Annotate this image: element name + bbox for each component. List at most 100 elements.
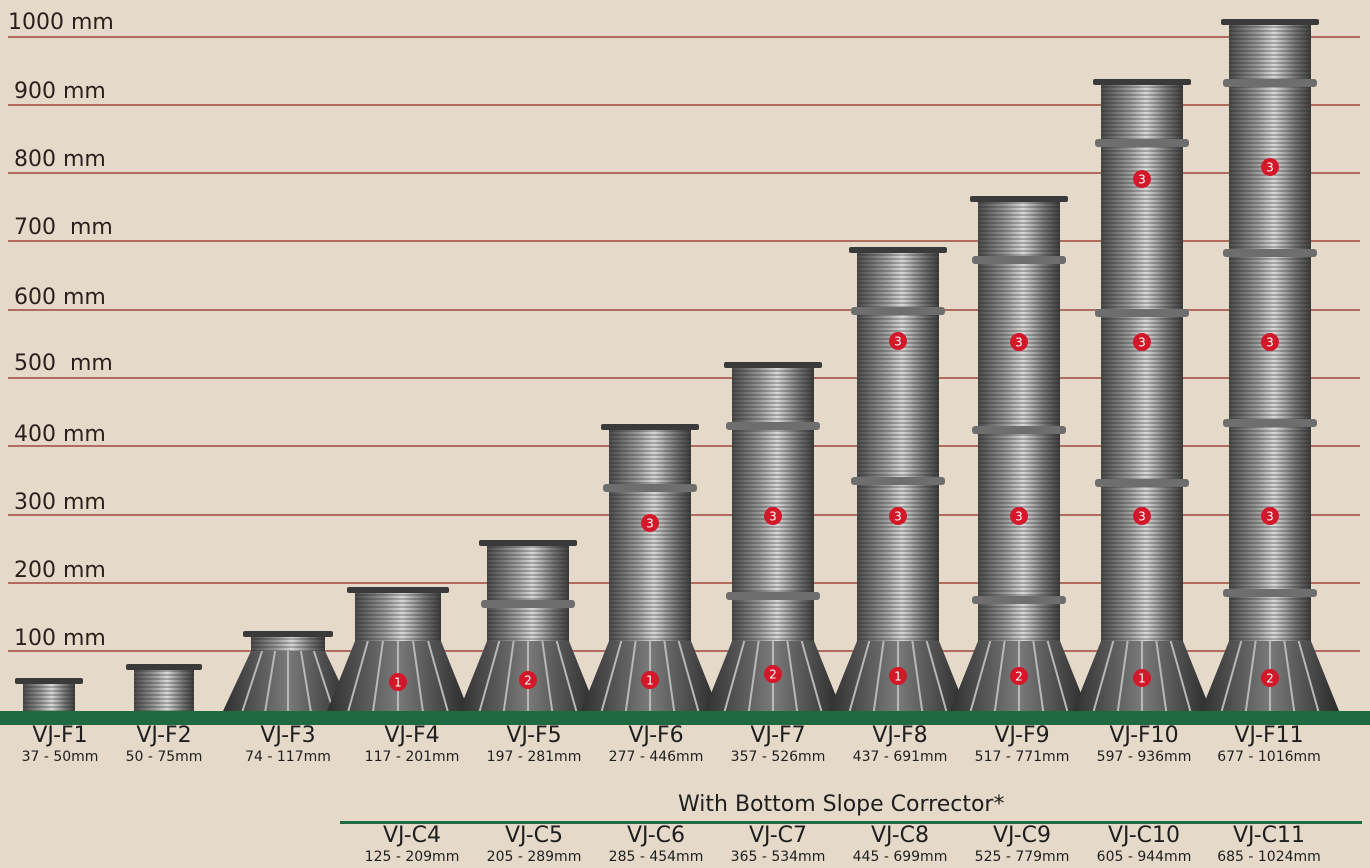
scale-label-400: 400 mm <box>14 422 106 447</box>
scale-label-600: 600 mm <box>14 285 106 310</box>
badge-number: 3 <box>1138 336 1146 350</box>
badge-number: 3 <box>646 517 654 531</box>
badge-marker <box>889 667 907 685</box>
badge-marker <box>1261 507 1279 525</box>
corrector-name-c11: VJ-C11 <box>1232 823 1306 848</box>
badge-number: 1 <box>1138 672 1146 686</box>
badge-marker <box>1261 158 1279 176</box>
corrector-range-c8: 445 - 699mm <box>852 849 948 865</box>
corrector-range-c4: 125 - 209mm <box>364 849 460 865</box>
badge-number: 2 <box>1266 672 1274 686</box>
badge-marker <box>764 507 782 525</box>
badge-marker <box>1010 667 1028 685</box>
scale-label-300: 300 mm <box>14 490 106 515</box>
pedestal-name-f7: VJ-F7 <box>750 723 806 748</box>
scale-label-900: 900 mm <box>14 79 106 104</box>
badge-marker <box>889 332 907 350</box>
badge-number: 3 <box>1138 173 1146 187</box>
pedestal-name-f2: VJ-F2 <box>136 723 192 748</box>
pedestal-range-f4: 117 - 201mm <box>364 749 460 765</box>
badge-marker <box>1133 507 1151 525</box>
badge-marker <box>889 507 907 525</box>
corrector-name-c9: VJ-C9 <box>992 823 1052 848</box>
corrector-range-c11: 685 - 1024mm <box>1217 849 1321 865</box>
scale-label-100: 100 mm <box>14 626 106 651</box>
badge-marker <box>764 665 782 683</box>
pedestal-name-f5: VJ-F5 <box>506 723 562 748</box>
slope-corrector-rule <box>340 821 1362 824</box>
badge-number: 1 <box>894 670 902 684</box>
badge-marker <box>1133 170 1151 188</box>
corrector-range-c7: 365 - 534mm <box>730 849 826 865</box>
corrector-range-c9: 525 - 779mm <box>974 849 1070 865</box>
pedestal-name-f3: VJ-F3 <box>260 723 316 748</box>
scale-label-500: 500 mm <box>14 351 113 376</box>
pedestal-collar <box>972 256 1066 264</box>
badge-number: 1 <box>646 674 654 688</box>
pedestal-collar <box>1095 139 1189 147</box>
badge-number: 2 <box>524 674 532 688</box>
pedestal-range-f2: 50 - 75mm <box>125 749 203 765</box>
pedestal-head-plate <box>347 587 449 593</box>
pedestal-head-plate <box>724 362 822 368</box>
pedestal-collar <box>972 426 1066 434</box>
scale-label-700: 700 mm <box>14 215 113 240</box>
badge-number: 3 <box>1266 161 1274 175</box>
corrector-range-c6: 285 - 454mm <box>608 849 704 865</box>
badge-marker <box>519 671 537 689</box>
pedestal-head-plate <box>601 424 699 430</box>
scale-line-600 <box>8 309 1360 311</box>
badge-number: 1 <box>394 676 402 690</box>
corrector-name-c6: VJ-C6 <box>626 823 686 848</box>
pedestal-6: 13 <box>581 424 719 711</box>
pedestal-collar <box>851 307 945 315</box>
pedestal-head-plate <box>1093 79 1191 85</box>
corrector-name-c4: VJ-C4 <box>382 823 442 848</box>
pedestal-name-f4: VJ-F4 <box>384 723 440 748</box>
pedestal-collar <box>481 600 575 608</box>
scale-line-1000 <box>8 36 1360 38</box>
badge-marker <box>1010 333 1028 351</box>
corrector-name-c7: VJ-C7 <box>748 823 808 848</box>
badge-number: 2 <box>1015 670 1023 684</box>
badge-marker <box>389 673 407 691</box>
pedestal-collar <box>726 422 820 430</box>
pedestal-collar <box>1223 249 1317 257</box>
pedestal-3 <box>223 631 353 711</box>
pedestal-collar <box>726 592 820 600</box>
pedestal-2 <box>126 664 202 711</box>
badge-marker <box>1261 333 1279 351</box>
corrector-range-c5: 205 - 289mm <box>486 849 582 865</box>
scale-line-800 <box>8 172 1360 174</box>
pedestal-range-f6: 277 - 446mm <box>608 749 704 765</box>
scale-label-200: 200 mm <box>14 558 106 583</box>
ground-strip <box>0 711 1370 725</box>
pedestal-head-plate <box>126 664 202 670</box>
pedestal-head-plate <box>479 540 577 546</box>
pedestal-range-f9: 517 - 771mm <box>974 749 1070 765</box>
corrector-name-c10: VJ-C10 <box>1107 823 1181 848</box>
scale-line-700 <box>8 240 1360 242</box>
badge-marker <box>1133 333 1151 351</box>
pedestal-collar <box>851 477 945 485</box>
pedestal-head-plate <box>15 678 83 684</box>
pedestal-4: 1 <box>327 587 469 711</box>
pedestal-11: 2 3 3 3 <box>1201 19 1339 711</box>
badge-number: 3 <box>894 510 902 524</box>
pedestal-name-f10: VJ-F10 <box>1109 723 1179 748</box>
badge-number: 3 <box>1266 510 1274 524</box>
badge-number: 3 <box>1015 510 1023 524</box>
pedestal-range-f3: 74 - 117mm <box>245 749 331 765</box>
pedestal-collar <box>1095 479 1189 487</box>
pedestal-head-plate <box>1221 19 1319 25</box>
badge-number: 3 <box>769 510 777 524</box>
corrector-name-c5: VJ-C5 <box>504 823 564 848</box>
pedestal-name-f9: VJ-F9 <box>994 723 1050 748</box>
pedestal-collar <box>1095 309 1189 317</box>
badge-number: 3 <box>1138 510 1146 524</box>
pedestal-collar <box>1223 79 1317 87</box>
pedestal-head-plate <box>243 631 333 637</box>
badge-marker <box>641 671 659 689</box>
